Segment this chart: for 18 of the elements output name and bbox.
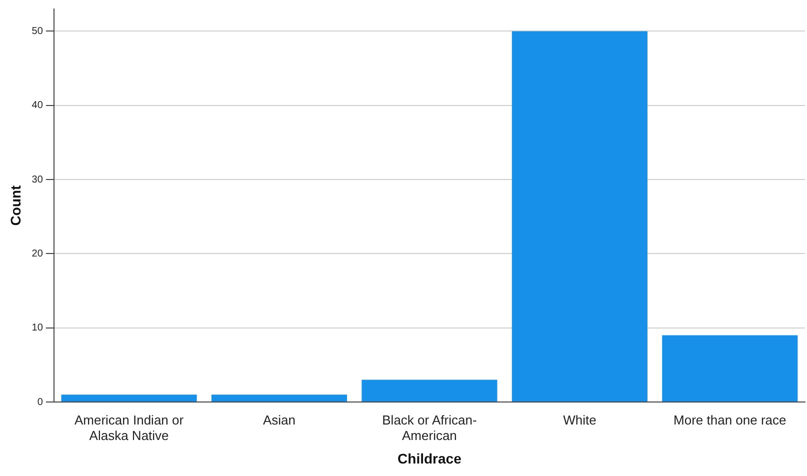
bar	[662, 335, 798, 402]
y-tick-label: 30	[32, 174, 44, 186]
y-tick-label: 10	[32, 322, 44, 334]
x-tick-label: Asian	[262, 412, 296, 428]
y-tick-label: 20	[32, 248, 44, 260]
bar	[211, 394, 348, 402]
y-tick-label: 40	[32, 100, 44, 112]
y-axis-title: Count	[7, 184, 24, 226]
y-tick-label: 50	[32, 26, 44, 37]
x-tick-label: White	[563, 412, 596, 428]
x-tick-label: American Indian or Alaska Native	[74, 412, 184, 443]
x-tick-label: More than one race	[674, 412, 786, 428]
bar	[362, 380, 498, 402]
bar	[61, 394, 197, 402]
y-tick-label: 0	[37, 396, 44, 408]
x-tick-label: Black or African-American	[382, 412, 477, 443]
x-axis-title: Childrace	[398, 450, 462, 466]
bar	[512, 31, 648, 402]
